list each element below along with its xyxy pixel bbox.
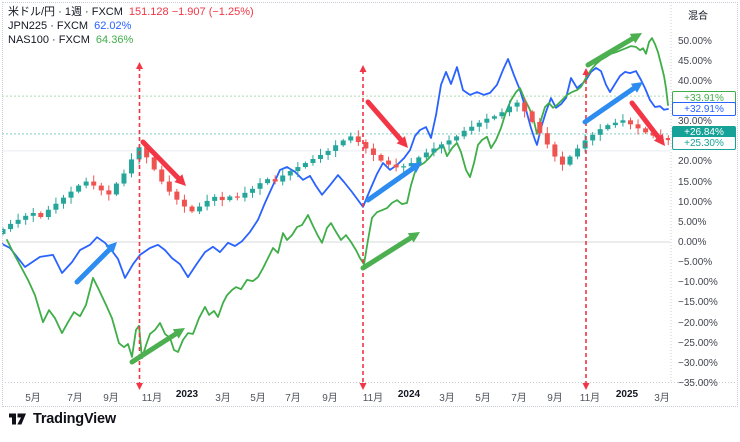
legend-row-jpn225[interactable]: JPN225 · FXCM 62.02% — [8, 19, 254, 33]
symbol-percent: 64.36% — [95, 34, 134, 46]
time-tick-label: 9月 — [547, 393, 563, 404]
price-tick-label: 50.00% — [678, 35, 712, 47]
vertical-marker-top-arrow — [582, 68, 590, 75]
price-tick-label: −10.00% — [678, 277, 718, 289]
time-tick-label: 7月 — [511, 393, 527, 404]
vertical-marker-bottom-arrow — [582, 383, 590, 390]
tradingview-logo-icon — [9, 413, 26, 425]
time-tick-label: 7月 — [67, 393, 83, 404]
trend-arrow[interactable] — [585, 36, 636, 68]
trend-arrow-head — [174, 174, 186, 186]
price-axis[interactable]: 混合 50.00% 45.00% 40.00% 30.00% 20.00% 15.00% 1… — [672, 2, 738, 389]
time-tick-label: 9月 — [322, 393, 338, 404]
trend-arrow-head — [409, 162, 422, 173]
price-tick-label: 0.00% — [678, 237, 707, 248]
last-value-badge: +32.91% — [672, 102, 736, 116]
time-tick-label: 5月 — [475, 393, 491, 404]
trend-arrow[interactable] — [129, 331, 179, 365]
trend-arrow-head — [407, 232, 420, 243]
time-tick-label: 5月 — [25, 393, 41, 404]
time-tick-label: 2023 — [175, 389, 199, 400]
legend-row-usdjpy[interactable]: 米ドル/円 · 1週 · FXCM 151.128 −1.907 (−1.25%) — [8, 5, 254, 19]
trend-arrow[interactable] — [74, 247, 112, 285]
vertical-marker-bottom-arrow — [136, 383, 143, 390]
trend-arrow-head — [629, 33, 642, 44]
time-tick-label: 11月 — [362, 393, 384, 404]
trend-arrow-head — [396, 136, 408, 148]
time-tick-label: 2024 — [397, 389, 421, 400]
trend-arrow[interactable] — [365, 99, 404, 143]
price-tick-label: −30.00% — [678, 357, 718, 369]
price-tick-label: −15.00% — [678, 297, 718, 309]
time-tick-label: 3月 — [439, 393, 455, 404]
price-tick-label: −5.00% — [678, 257, 713, 269]
time-tick-label: 7月 — [285, 393, 301, 404]
price-tick-label: −25.00% — [678, 337, 718, 349]
vertical-marker-top-arrow — [136, 62, 143, 69]
trend-arrow[interactable] — [582, 85, 637, 125]
price-tick-label: 30.00% — [678, 116, 712, 128]
tradingview-logo[interactable]: TradingView — [8, 411, 116, 427]
vertical-marker-top-arrow — [359, 65, 367, 72]
trend-arrow-head — [653, 133, 665, 146]
trend-arrow-head — [172, 328, 185, 339]
symbol-title: NAS100 · FXCM — [8, 34, 90, 46]
line-series-jpn225[interactable] — [0, 58, 669, 279]
time-tick-label: 3月 — [654, 393, 670, 404]
price-tick-label: 10.00% — [678, 196, 712, 208]
trend-arrow[interactable] — [365, 165, 416, 203]
symbol-price-change: 151.128 −1.907 (−1.25%) — [128, 6, 254, 18]
price-tick-label: 45.00% — [678, 55, 712, 67]
time-tick-label: 9月 — [103, 393, 119, 404]
trend-arrow[interactable] — [360, 235, 414, 271]
time-tick-label: 2025 — [615, 389, 639, 400]
candlestick-series-usdjpy[interactable] — [1, 97, 671, 236]
price-tick-label: −20.00% — [678, 317, 718, 329]
vertical-marker-bottom-arrow — [359, 383, 367, 390]
legend-row-nas100[interactable]: NAS100 · FXCM 64.36% — [8, 33, 254, 47]
chart-plot-area[interactable] — [0, 33, 671, 390]
tradingview-logo-text: TradingView — [33, 411, 116, 427]
time-tick-label: 11月 — [579, 393, 601, 404]
time-tick-label: 5月 — [250, 393, 266, 404]
chart-legend: 米ドル/円 · 1週 · FXCM 151.128 −1.907 (−1.25%)… — [8, 5, 254, 47]
price-tick-label: −35.00% — [678, 378, 718, 390]
time-tick-label: 11月 — [141, 393, 163, 404]
symbol-title: 米ドル/円 · 1週 · FXCM — [8, 6, 123, 18]
trend-arrow[interactable] — [140, 139, 181, 181]
price-tick-label: 40.00% — [678, 75, 712, 87]
time-axis[interactable]: 5月 7月 9月 11月 2023 3月 5月 7月 9月 11月 2024 3月 5月 7月 9月 11月 2… — [2, 383, 670, 406]
price-tick-label: 15.00% — [678, 176, 712, 188]
trend-arrow[interactable] — [629, 100, 661, 140]
last-value-badge: +25.30% — [672, 136, 736, 150]
trend-arrow-head — [630, 82, 643, 93]
price-axis-unit: 混合 — [688, 11, 708, 22]
price-tick-label: 20.00% — [678, 156, 712, 168]
symbol-title: JPN225 · FXCM — [8, 20, 89, 32]
symbol-percent: 62.02% — [94, 20, 132, 32]
trend-arrow-head — [105, 242, 117, 254]
time-tick-label: 3月 — [215, 393, 231, 404]
price-tick-label: 5.00% — [678, 216, 707, 228]
